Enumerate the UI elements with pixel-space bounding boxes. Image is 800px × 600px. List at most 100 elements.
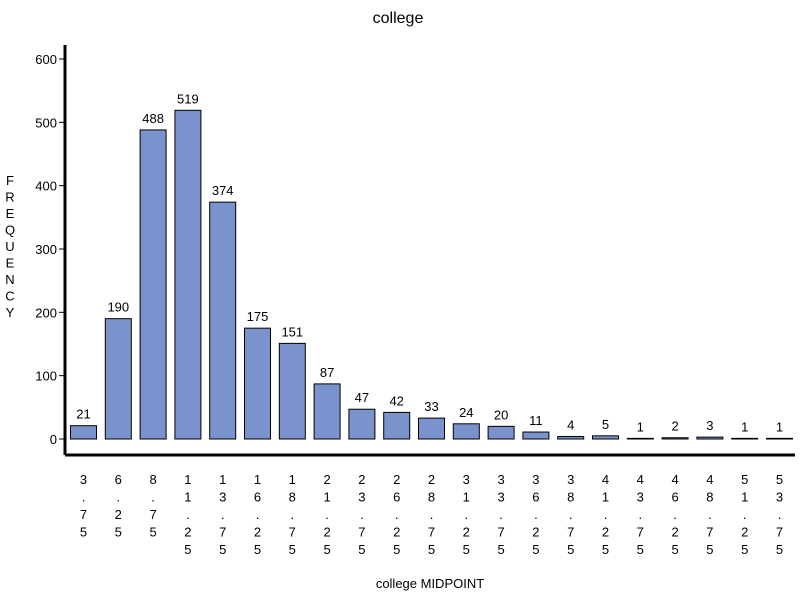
x-tick-label-char: 5 (149, 525, 156, 540)
x-tick-label-char: 7 (706, 525, 713, 540)
x-tick-label: 3.75 (80, 472, 87, 540)
x-tick-label-char: . (708, 507, 712, 522)
x-tick-label-char: 7 (219, 525, 226, 540)
x-tick-label-char: 1 (602, 490, 609, 505)
x-tick-label-char: 5 (741, 472, 748, 487)
x-tick-label-char: 2 (428, 472, 435, 487)
x-tick-label-char: 7 (80, 507, 87, 522)
x-tick-label-char: . (778, 507, 782, 522)
y-axis-label-letter: R (5, 190, 14, 205)
x-tick-label-char: 5 (219, 542, 226, 557)
y-axis-ticks: 0 100 200 300 400 500 600 (35, 52, 65, 447)
bar-value-label: 87 (320, 365, 334, 380)
x-tick-label-char: . (638, 507, 642, 522)
bar (244, 327, 271, 440)
x-tick-label-char: . (395, 507, 399, 522)
y-axis-label-letter: E (6, 256, 15, 271)
x-tick-label-char: 3 (532, 472, 539, 487)
x-tick-label-char: 3 (463, 472, 470, 487)
x-tick-label-char: 7 (149, 507, 156, 522)
y-tick-label: 500 (35, 115, 57, 130)
x-tick-label-char: . (82, 490, 86, 505)
bar (766, 437, 793, 440)
bar (348, 408, 376, 440)
x-tick-label-char: 2 (393, 472, 400, 487)
x-tick-label-char: 5 (741, 542, 748, 557)
bar-value-label: 47 (355, 390, 369, 405)
bar (418, 417, 445, 440)
x-tick-label-char: 6 (393, 490, 400, 505)
bar-value-label: 1 (741, 419, 748, 434)
y-axis-label-letter: E (6, 206, 15, 221)
bar-value-label: 1 (637, 419, 644, 434)
bar (522, 431, 550, 440)
x-tick-label-char: 8 (706, 490, 713, 505)
x-tick-label-char: 5 (497, 542, 504, 557)
x-tick-label-char: 7 (637, 525, 644, 540)
x-tick-label-char: 1 (254, 472, 261, 487)
x-tick-label: 13.75 (219, 472, 226, 557)
x-tick-label-char: . (325, 507, 329, 522)
x-tick-label-char: 1 (184, 472, 191, 487)
x-tick-label: 31.25 (463, 472, 470, 557)
bar-value-label: 1 (776, 419, 783, 434)
x-tick-label-char: 6 (254, 490, 261, 505)
x-tick-label-char: 3 (219, 490, 226, 505)
x-tick-label: 11.25 (184, 472, 191, 557)
x-tick-label: 18.75 (289, 472, 296, 557)
x-tick-label: 36.25 (532, 472, 539, 557)
x-tick-label-char: 1 (463, 490, 470, 505)
x-tick-label-char: 1 (184, 490, 191, 505)
x-tick-label-char: 5 (428, 542, 435, 557)
y-axis-label-letter: F (6, 173, 14, 188)
x-tick-label-char: 2 (463, 525, 470, 540)
x-tick-label-char: . (673, 507, 677, 522)
x-tick-label-char: 7 (289, 525, 296, 540)
x-tick-label-char: 8 (567, 490, 574, 505)
x-tick-label-char: 7 (358, 525, 365, 540)
x-tick-label-char: 2 (254, 525, 261, 540)
x-tick-label-char: 5 (706, 542, 713, 557)
bar (661, 437, 689, 440)
x-axis-label: college MIDPOINT (376, 576, 484, 591)
bar-value-label: 175 (247, 309, 269, 324)
x-tick-label: 51.25 (741, 472, 748, 557)
x-tick-label-char: 5 (184, 542, 191, 557)
x-tick-label-char: 2 (115, 507, 122, 522)
x-tick-label: 23.75 (358, 472, 365, 557)
x-tick-label-char: 6 (532, 490, 539, 505)
x-tick-label-char: 2 (671, 525, 678, 540)
x-tick-label-char: 3 (637, 490, 644, 505)
x-tick-label-char: 5 (637, 542, 644, 557)
x-axis-ticks: 3.756.258.7511.2513.7516.2518.7521.2523.… (80, 472, 783, 557)
x-tick-label-char: 4 (706, 472, 713, 487)
x-tick-label: 21.25 (323, 472, 330, 557)
x-tick-label-char: 5 (567, 542, 574, 557)
x-tick-label: 6.25 (115, 472, 122, 540)
y-tick-label: 200 (35, 305, 57, 320)
x-tick-label-char: 4 (602, 472, 609, 487)
x-tick-label-char: . (360, 507, 364, 522)
bar (104, 318, 132, 440)
x-tick-label-char: . (569, 507, 573, 522)
bar (592, 435, 619, 440)
y-axis-label-letter: Q (5, 223, 15, 238)
bar (383, 411, 411, 440)
x-tick-label-char: 8 (149, 472, 156, 487)
x-tick-label-char: . (221, 507, 225, 522)
x-tick-label: 41.25 (602, 472, 609, 557)
x-tick-label-char: 7 (428, 525, 435, 540)
bar (174, 109, 202, 440)
x-tick-label-char: 3 (80, 472, 87, 487)
bar-value-label: 4 (567, 417, 574, 432)
bar-value-label: 42 (389, 393, 403, 408)
bar-value-label: 151 (281, 324, 303, 339)
bar (731, 437, 759, 440)
x-tick-label: 43.75 (637, 472, 644, 557)
x-tick-label-char: . (743, 507, 747, 522)
bar (487, 425, 515, 440)
bar-value-label: 2 (671, 419, 678, 434)
x-tick-label-char: 8 (428, 490, 435, 505)
x-tick-label-char: 3 (497, 472, 504, 487)
